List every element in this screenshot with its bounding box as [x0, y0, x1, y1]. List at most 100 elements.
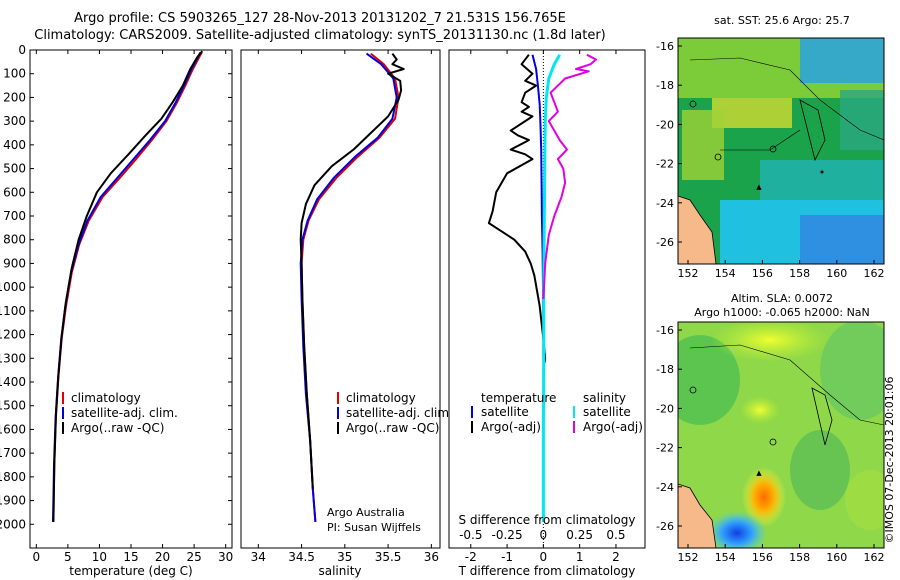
- temperature-xlabel: temperature (deg C): [69, 564, 192, 578]
- t-difference-label: T difference from climatology: [458, 564, 636, 578]
- legend-label-t-argo: Argo(-adj): [481, 420, 541, 434]
- x-tick-label: 10: [92, 550, 107, 564]
- temperature-legend: climatology satellite-adj. clim. Argo(..…: [62, 391, 178, 435]
- salinity-series: [299, 52, 405, 522]
- map-x-tick-label: 162: [864, 267, 885, 280]
- argo-program-label: Argo Australia: [327, 506, 405, 519]
- argo-pi-label: PI: Susan Wijffels: [327, 521, 421, 534]
- sst-map-ticks: 152 154 156 158 160 162 -16 -18 -20 -22 -24 -26: [656, 40, 884, 280]
- sla-land: [678, 484, 716, 548]
- depth-tick-label: 1300: [0, 351, 26, 365]
- legend-title-salinity: salinity: [583, 391, 626, 405]
- depth-tick-label: 900: [3, 256, 26, 270]
- map-x-tick-label: 156: [752, 551, 773, 564]
- sla-map: Altim. SLA: 0.0072 Argo h1000: -0.065 h2…: [656, 292, 885, 564]
- legend-label-argo: Argo(..raw -QC): [346, 421, 439, 435]
- s-tick-label: -0.25: [492, 528, 523, 542]
- depth-tick-label: 1000: [0, 280, 26, 294]
- legend-title-temperature: temperature: [481, 391, 556, 405]
- map-x-tick-label: 154: [715, 551, 736, 564]
- x-tick-label: 30: [218, 550, 233, 564]
- depth-tick-label: 1500: [0, 399, 26, 413]
- legend-label-s-argo: Argo(-adj): [583, 420, 643, 434]
- sla-map-frame: [677, 321, 885, 549]
- salinity-xlabel: salinity: [318, 564, 361, 578]
- map-x-tick-label: 160: [826, 551, 847, 564]
- map-y-tick-label: -16: [656, 324, 674, 337]
- x-tick-label: 20: [155, 550, 170, 564]
- difference-legend: temperature satellite Argo(-adj) salinit…: [471, 391, 643, 434]
- salinity-axes-frame: [240, 49, 441, 549]
- salinity-legend: climatology satellite-adj. clim. Argo(..…: [337, 391, 453, 435]
- map-x-tick-label: 156: [752, 267, 773, 280]
- x-tick-label: 15: [123, 550, 138, 564]
- sst-argo-marker: ▲: [756, 183, 762, 191]
- depth-tick-label: 2000: [0, 517, 26, 531]
- temperature-series: [52, 50, 204, 522]
- x-tick-label: 2: [612, 550, 620, 564]
- difference-axes-frame: [448, 49, 646, 549]
- legend-label-t-satellite: satellite: [481, 405, 529, 419]
- difference-series: [487, 53, 597, 522]
- sst-land: [678, 196, 716, 264]
- series-line-t-argo-adj-: [487, 54, 547, 364]
- map-x-tick-label: 154: [715, 267, 736, 280]
- depth-tick-label: 1400: [0, 375, 26, 389]
- x-tick-label: 1: [576, 550, 584, 564]
- map-y-tick-label: -18: [656, 363, 674, 376]
- chart-title-line2: Climatology: CARS2009. Satellite-adjuste…: [34, 28, 606, 43]
- difference-panel: -2 -1 0 1 2 -0.5 -0.25 0 0.25 0.5 S difference f…: [448, 49, 646, 578]
- map-y-tick-label: -22: [656, 158, 674, 171]
- x-tick-label: 0: [540, 550, 548, 564]
- map-x-tick-label: 162: [864, 551, 885, 564]
- x-tick-label: 34: [251, 550, 266, 564]
- map-y-tick-label: -26: [656, 520, 674, 533]
- map-y-tick-label: -16: [656, 40, 674, 53]
- temperature-panel: 0100200300400500600700800900100011001200…: [0, 43, 645, 578]
- s-tick-label: 0.25: [566, 528, 593, 542]
- x-tick-label: 35.5: [375, 550, 402, 564]
- depth-tick-label: 300: [3, 114, 26, 128]
- depth-tick-label: 600: [3, 185, 26, 199]
- temperature-tick-labels: 0 5 10 15 20 25 30: [32, 50, 233, 564]
- sst-map: sat. SST: 25.6 Argo: 25.7 ▲ 152 154 156 158…: [656, 14, 885, 280]
- t-difference-tick-labels: -2 -1 0 1 2: [465, 50, 620, 564]
- map-x-tick-label: 158: [789, 267, 810, 280]
- legend-label-argo: Argo(..raw -QC): [71, 421, 164, 435]
- map-x-tick-label: 152: [678, 551, 699, 564]
- map-x-tick-label: 158: [789, 551, 810, 564]
- series-line-s-argo-adj-: [542, 53, 597, 300]
- map-y-tick-label: -20: [656, 402, 674, 415]
- depth-tick-label: 0: [18, 43, 26, 57]
- x-tick-label: -1: [501, 550, 513, 564]
- x-tick-label: 25: [186, 550, 201, 564]
- series-line-s-satellite: [541, 53, 562, 522]
- s-difference-tick-labels: -0.5 -0.25 0 0.25 0.5: [459, 528, 625, 542]
- x-tick-label: 35: [337, 550, 352, 564]
- sla-field: [678, 322, 884, 548]
- map-y-tick-label: -22: [656, 442, 674, 455]
- legend-label-s-satellite: satellite: [583, 405, 631, 419]
- x-tick-label: 5: [64, 550, 72, 564]
- sst-map-title: sat. SST: 25.6 Argo: 25.7: [714, 14, 850, 27]
- sst-map-frame: [677, 37, 885, 265]
- depth-tick-label: 1900: [0, 494, 26, 508]
- depth-tick-label: 400: [3, 138, 26, 152]
- legend-label-satellite: satellite-adj. clim.: [346, 406, 453, 420]
- series-line-argo-raw-qc-: [52, 50, 204, 522]
- depth-tick-label: 1800: [0, 470, 26, 484]
- map-x-tick-label: 160: [826, 267, 847, 280]
- depth-tick-label: 500: [3, 162, 26, 176]
- map-y-tick-label: -26: [656, 236, 674, 249]
- salinity-tick-labels: 34 34.5 35 35.5 36: [251, 50, 439, 564]
- depth-tick-label: 800: [3, 233, 26, 247]
- depth-tick-label: 700: [3, 209, 26, 223]
- legend-label-satellite: satellite-adj. clim.: [71, 406, 178, 420]
- chart-title-line1: Argo profile: CS 5903265_127 28-Nov-2013…: [74, 11, 566, 26]
- s-tick-label: 0.5: [606, 528, 625, 542]
- x-tick-label: -2: [465, 550, 477, 564]
- sst-field: [678, 38, 884, 264]
- s-difference-label: S difference from climatology: [459, 513, 636, 527]
- map-x-tick-label: 152: [678, 267, 699, 280]
